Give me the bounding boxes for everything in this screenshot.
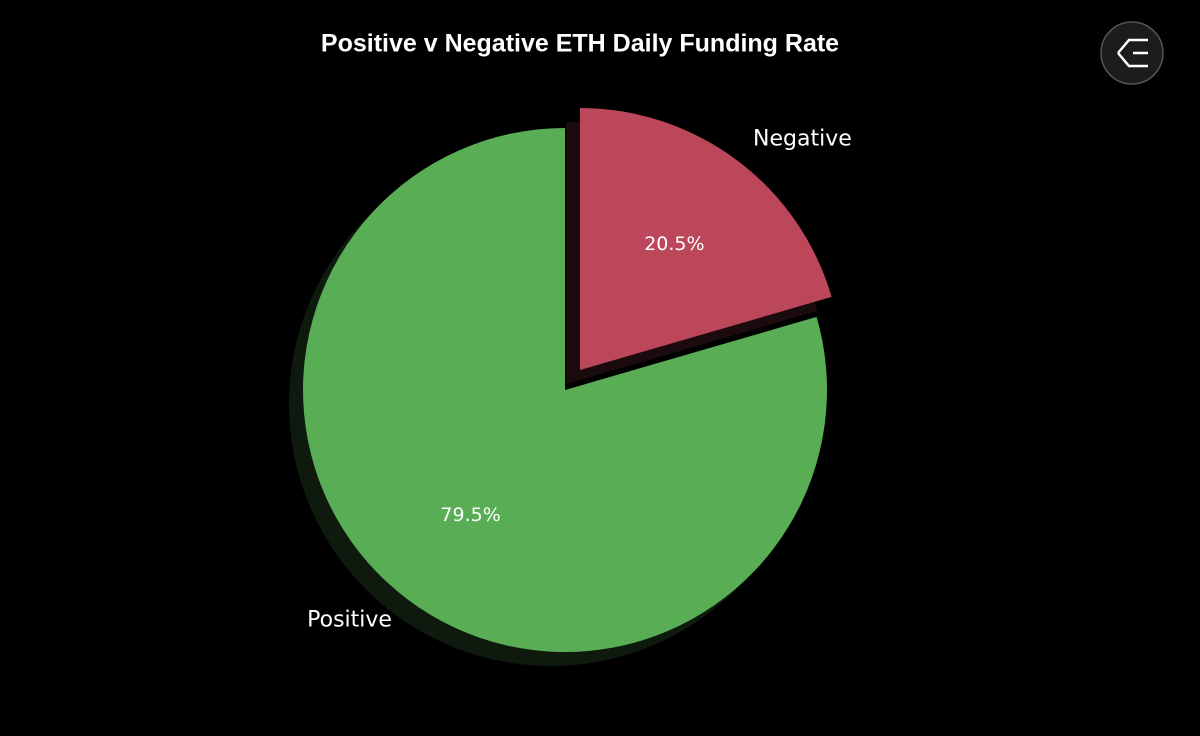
slice (580, 108, 832, 371)
logo-icon (1100, 21, 1164, 85)
value-label: 79.5% (440, 504, 500, 526)
category-label: Positive (307, 607, 392, 632)
slice (302, 128, 828, 652)
value-label: 20.5% (644, 233, 704, 255)
category-label: Negative (753, 127, 852, 152)
chart-title: Positive v Negative ETH Daily Funding Ra… (321, 30, 839, 58)
